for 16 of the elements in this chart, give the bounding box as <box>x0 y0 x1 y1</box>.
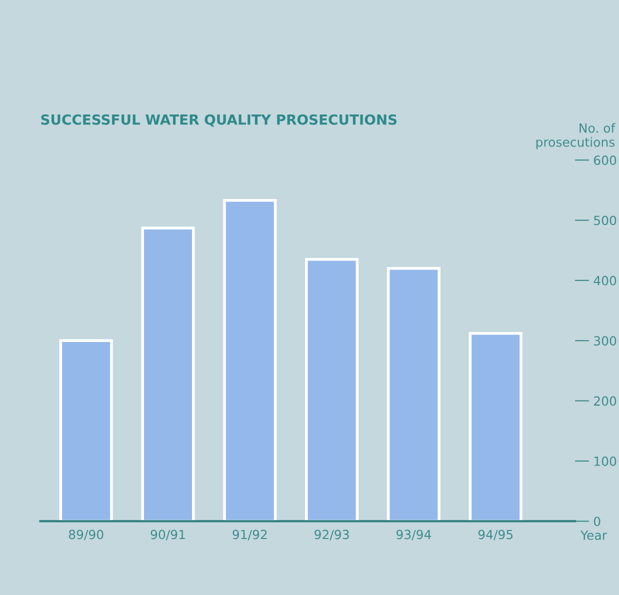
x-tick-label: 94/95 <box>478 530 513 540</box>
x-tick-label: 90/91 <box>150 530 185 540</box>
x-tick-label: 93/94 <box>396 530 432 540</box>
x-tick-label: 91/92 <box>232 530 267 540</box>
y-tick-label: 300 <box>594 336 616 346</box>
y-axis-title: No. of prosecutions <box>536 123 616 150</box>
y-tick-label: 200 <box>594 396 616 406</box>
y-tick-label: 400 <box>594 276 616 286</box>
x-tick-label: 89/90 <box>68 530 104 540</box>
x-axis-title: Year <box>580 530 608 540</box>
y-tick-label: 500 <box>594 216 616 226</box>
y-tick-label: 100 <box>594 456 616 466</box>
x-tick-label: 92/93 <box>314 530 349 540</box>
chart-title: SUCCESSFUL WATER QUALITY PROSECUTIONS <box>41 114 397 127</box>
y-tick-label: 600 <box>594 156 616 165</box>
y-tick-label: 0 <box>594 516 600 526</box>
